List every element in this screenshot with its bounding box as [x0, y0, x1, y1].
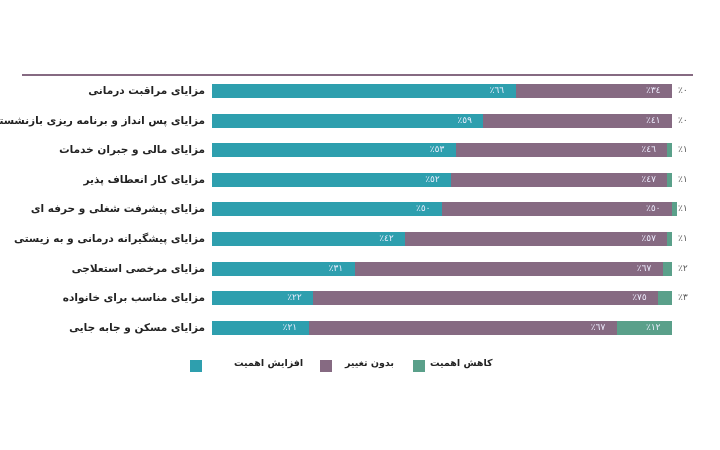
- data-label: ٪٦٧: [636, 263, 652, 274]
- bar-segment: [667, 143, 672, 158]
- bar-segment: [308, 320, 617, 335]
- bar-segment: [667, 172, 672, 187]
- category-label: مزایای پس انداز و برنامه ریزی بازنشستگی: [0, 114, 205, 127]
- bar-segment: [212, 291, 314, 306]
- bar-segment: [212, 143, 456, 158]
- bar-segment: [212, 113, 484, 128]
- legend-label: کاهش اهمیت: [430, 358, 493, 369]
- data-label: ٪٤٦: [641, 145, 656, 156]
- category-label: مزایای پیشگیرانه درمانی و به زیستی: [13, 233, 205, 245]
- data-label: ٪٣٤: [646, 86, 661, 96]
- legend-swatch: [190, 360, 202, 372]
- legend-label: بدون تغییر: [345, 358, 394, 369]
- data-label: ٪٣١: [328, 263, 344, 274]
- data-label: ٪١: [678, 204, 688, 215]
- category-label: مزایای پیشرفت شغلی و حرفه ای: [30, 203, 205, 216]
- data-label: ٪٥٠: [416, 204, 431, 215]
- data-label: ٪٠: [678, 115, 688, 126]
- data-label: ٪٧٥: [632, 293, 647, 304]
- data-label: ٪٦٧: [590, 322, 606, 333]
- category-label: مزایای مرخصی استعلاجی: [71, 262, 205, 275]
- data-label: ٪٣: [678, 293, 688, 304]
- bar-segment: [667, 232, 672, 246]
- bar-segment: [658, 291, 672, 306]
- legend-swatch: [320, 360, 332, 372]
- bar-segment: [662, 261, 672, 276]
- bar-segment: [212, 320, 309, 335]
- data-label: ٪٤١: [646, 115, 661, 126]
- legend-swatch: [413, 360, 425, 372]
- legend-label: افزایش اهمیت: [234, 358, 304, 369]
- data-label: ٪٦٦: [489, 86, 505, 96]
- data-label: ٪٥٣: [429, 145, 445, 156]
- data-label: ٪١٢: [646, 322, 661, 333]
- bar-segment: [616, 320, 672, 335]
- bar-segment: [212, 232, 406, 246]
- data-label: ٪٤٧: [641, 174, 656, 185]
- category-label: مزایای مناسب برای خانواده: [62, 292, 205, 305]
- category-label: مزایای مسکن و جابه جایی: [69, 321, 205, 334]
- data-label: ٪١: [678, 234, 688, 244]
- data-label: ٪٤٢: [379, 234, 394, 244]
- bar-segment: [313, 291, 659, 306]
- data-label: ٪٥٠: [646, 204, 661, 215]
- bar-segment: [212, 202, 442, 217]
- bar-segment: [212, 84, 516, 98]
- data-label: ٪٢١: [282, 322, 298, 333]
- data-label: ٪١: [678, 145, 688, 156]
- bar-segment: [451, 172, 668, 187]
- data-label: ٪٥٧: [641, 234, 656, 244]
- data-label: ٪٢: [678, 263, 688, 274]
- data-label: ٪٥٩: [457, 115, 472, 126]
- category-label: مزایای مالی و جبران خدمات: [59, 144, 205, 157]
- bar-segment: [455, 143, 668, 158]
- category-label: مزایای کار انعطاف پذیر: [83, 173, 205, 186]
- bar-segment: [483, 113, 672, 128]
- bar-segment: [212, 172, 452, 187]
- bar-segment: [212, 261, 355, 276]
- top-rule: [22, 74, 693, 76]
- bar-segment: [354, 261, 663, 276]
- bar-segment: [405, 232, 668, 246]
- bar-segment: [515, 84, 672, 98]
- data-label: ٪٠: [678, 86, 688, 96]
- data-label: ٪١: [678, 174, 688, 185]
- bar-segment: [442, 202, 672, 217]
- bar-segment: [672, 202, 677, 217]
- data-label: ٪٥٢: [425, 174, 440, 185]
- category-label: مزایای مراقبت درمانی: [88, 85, 205, 97]
- data-label: ٪٢٢: [287, 293, 302, 304]
